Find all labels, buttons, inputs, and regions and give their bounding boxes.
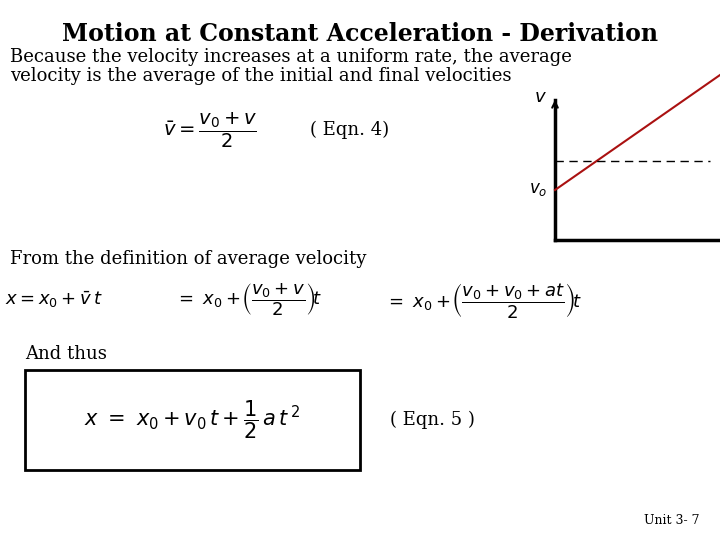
Text: $x = x_0 + \bar{v}\,t$: $x = x_0 + \bar{v}\,t$ [5, 289, 103, 310]
Text: ( Eqn. 5 ): ( Eqn. 5 ) [390, 411, 475, 429]
Text: velocity is the average of the initial and final velocities: velocity is the average of the initial a… [10, 67, 511, 85]
Text: $v$: $v$ [534, 88, 547, 106]
Text: $= \ x_0 + \!\left(\dfrac{v_0 + v}{2}\right)\!t$: $= \ x_0 + \!\left(\dfrac{v_0 + v}{2}\ri… [175, 282, 323, 318]
Text: $x \ = \ x_0 + v_0\,t + \dfrac{1}{2}\,a\,t^{\,2}$: $x \ = \ x_0 + v_0\,t + \dfrac{1}{2}\,a\… [84, 399, 301, 441]
Text: From the definition of average velocity: From the definition of average velocity [10, 250, 366, 268]
Text: ( Eqn. 4): ( Eqn. 4) [310, 121, 390, 139]
Text: Unit 3- 7: Unit 3- 7 [644, 514, 700, 527]
Text: $v_o$: $v_o$ [528, 181, 547, 199]
Text: $\bar{v} = \dfrac{v_0 + v}{2}$: $\bar{v} = \dfrac{v_0 + v}{2}$ [163, 110, 257, 150]
Text: Motion at Constant Acceleration - Derivation: Motion at Constant Acceleration - Deriva… [62, 22, 658, 46]
Text: And thus: And thus [25, 345, 107, 363]
Text: $= \ x_0 + \!\left(\dfrac{v_0 + v_0 + at}{2}\right)\!t$: $= \ x_0 + \!\left(\dfrac{v_0 + v_0 + at… [385, 280, 582, 320]
FancyBboxPatch shape [25, 370, 360, 470]
Text: Because the velocity increases at a uniform rate, the average: Because the velocity increases at a unif… [10, 48, 572, 66]
